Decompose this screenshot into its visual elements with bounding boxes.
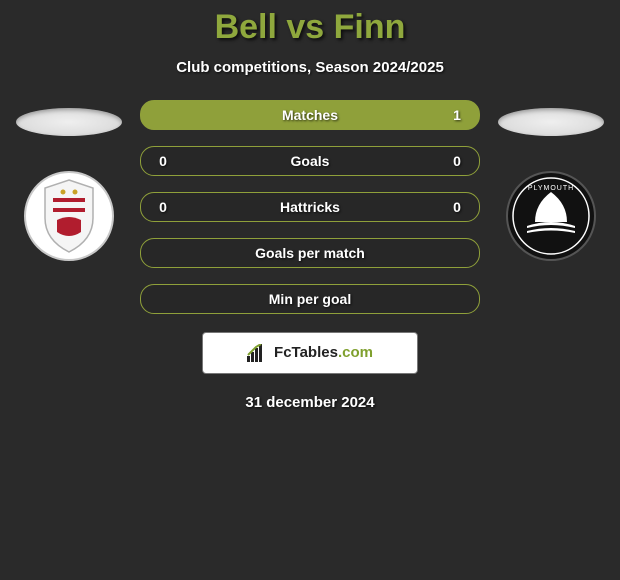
stat-left-value: 0 (157, 153, 169, 169)
subtitle: Club competitions, Season 2024/2025 (0, 59, 620, 76)
stat-matches: Matches 1 (140, 100, 480, 130)
page-title: Bell vs Finn (0, 8, 620, 47)
svg-text:PLYMOUTH: PLYMOUTH (528, 185, 574, 192)
stat-label: Matches (169, 107, 451, 123)
footer-date: 31 december 2024 (0, 394, 620, 411)
stat-left-value: 0 (157, 199, 169, 215)
stat-hattricks: 0 Hattricks 0 (140, 192, 480, 222)
stat-goals: 0 Goals 0 (140, 146, 480, 176)
player-photo-placeholder (16, 108, 122, 136)
stats-column: Matches 1 0 Goals 0 0 Hattricks 0 Goals … (140, 100, 480, 314)
stat-right-value: 0 (451, 199, 463, 215)
brand-main: FcTables (274, 344, 338, 361)
brand-text: FcTables.com (274, 344, 373, 362)
main-row: Matches 1 0 Goals 0 0 Hattricks 0 Goals … (0, 100, 620, 314)
stat-label: Min per goal (169, 291, 451, 307)
stat-right-value: 1 (451, 107, 463, 123)
stat-right-value: 0 (451, 153, 463, 169)
bars-icon (247, 344, 269, 362)
stat-goals-per-match: Goals per match (140, 238, 480, 268)
stat-min-per-goal: Min per goal (140, 284, 480, 314)
ship-circle-icon: PLYMOUTH (505, 170, 597, 262)
left-player-col (16, 100, 122, 262)
stat-label: Hattricks (169, 199, 451, 215)
brand-box: FcTables.com (202, 332, 418, 374)
stat-label: Goals per match (169, 245, 451, 261)
comparison-infographic: Bell vs Finn Club competitions, Season 2… (0, 0, 620, 580)
plymouth-argyle-badge: PLYMOUTH (505, 170, 597, 262)
right-player-col: PLYMOUTH (498, 100, 604, 262)
player-photo-placeholder (498, 108, 604, 136)
bristol-city-badge (23, 170, 115, 262)
stat-label: Goals (169, 153, 451, 169)
brand-suffix: .com (338, 344, 373, 361)
shield-icon (23, 170, 115, 262)
